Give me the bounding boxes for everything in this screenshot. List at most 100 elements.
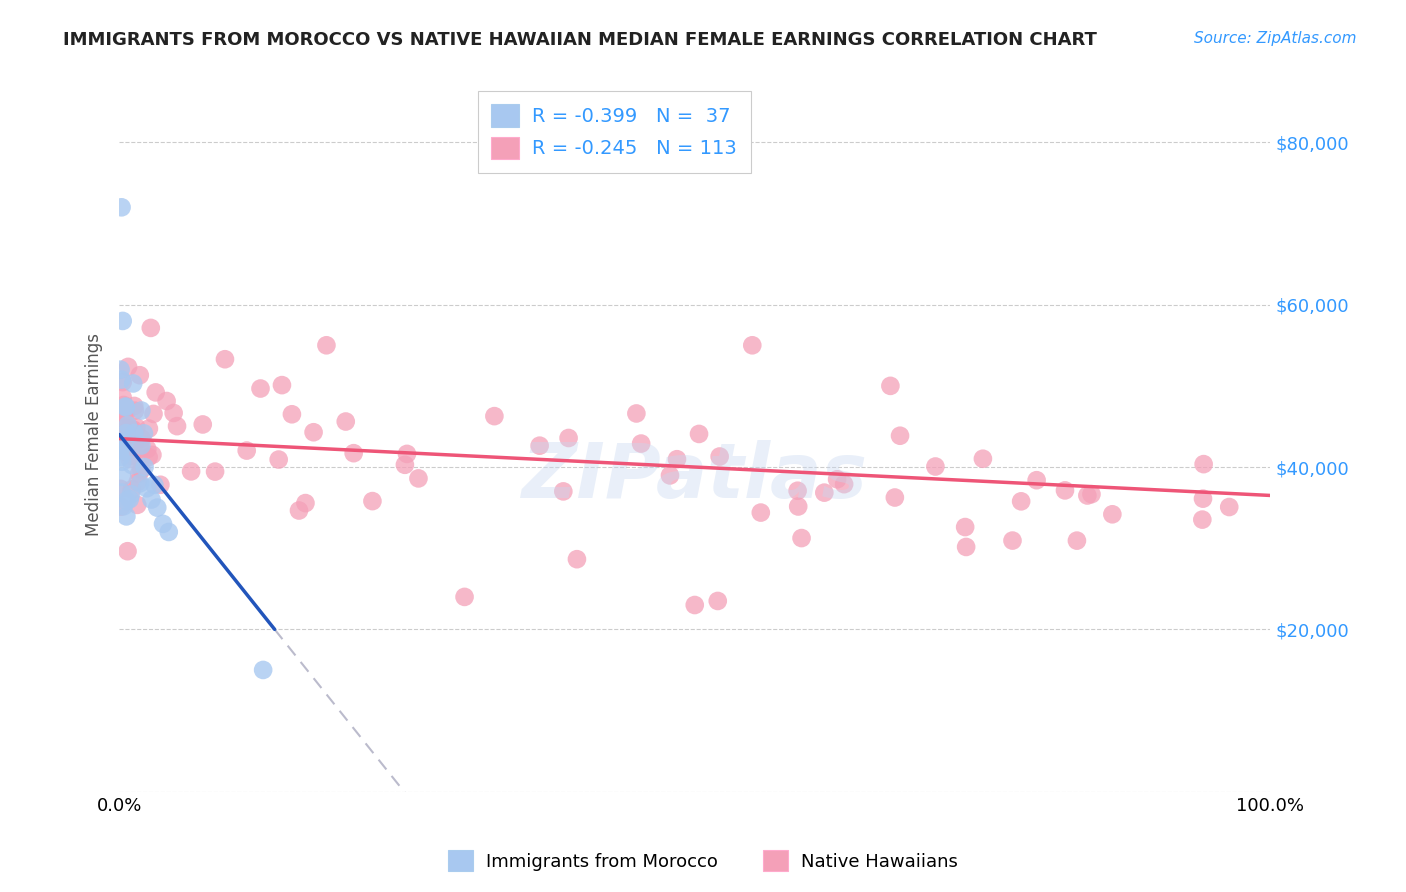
Point bbox=[110, 482, 132, 496]
Point bbox=[688, 426, 710, 441]
Point bbox=[117, 418, 139, 433]
Point bbox=[141, 492, 163, 507]
Point bbox=[166, 419, 188, 434]
Point bbox=[120, 423, 142, 437]
Point bbox=[131, 438, 153, 452]
Point bbox=[110, 434, 132, 449]
Point bbox=[813, 485, 835, 500]
Point bbox=[110, 418, 132, 433]
Point bbox=[129, 442, 152, 456]
Point bbox=[110, 200, 132, 214]
Point bbox=[1080, 487, 1102, 501]
Point bbox=[110, 450, 132, 465]
Point bbox=[120, 487, 142, 501]
Point bbox=[122, 437, 145, 451]
Point bbox=[118, 492, 141, 507]
Point bbox=[110, 442, 132, 457]
Point bbox=[749, 506, 772, 520]
Point bbox=[953, 520, 976, 534]
Point bbox=[118, 437, 141, 451]
Point bbox=[1066, 533, 1088, 548]
Point bbox=[787, 500, 810, 514]
Point bbox=[114, 434, 136, 449]
Point bbox=[112, 500, 135, 514]
Point bbox=[141, 448, 163, 462]
Point bbox=[741, 338, 763, 352]
Point bbox=[709, 450, 731, 464]
Point bbox=[131, 432, 153, 446]
Point bbox=[114, 444, 136, 458]
Point bbox=[484, 409, 506, 424]
Point bbox=[111, 455, 134, 469]
Point bbox=[191, 417, 214, 432]
Point bbox=[659, 468, 682, 483]
Point bbox=[110, 431, 132, 445]
Legend: Immigrants from Morocco, Native Hawaiians: Immigrants from Morocco, Native Hawaiian… bbox=[441, 843, 965, 879]
Point bbox=[630, 436, 652, 450]
Point bbox=[162, 406, 184, 420]
Point bbox=[361, 494, 384, 508]
Point bbox=[267, 452, 290, 467]
Point bbox=[136, 442, 159, 456]
Point bbox=[879, 379, 901, 393]
Point bbox=[146, 500, 169, 515]
Point bbox=[832, 477, 855, 491]
Point bbox=[156, 394, 179, 409]
Point bbox=[453, 590, 475, 604]
Point bbox=[790, 531, 813, 545]
Point bbox=[626, 407, 648, 421]
Point bbox=[786, 483, 808, 498]
Point bbox=[115, 509, 138, 524]
Point bbox=[235, 443, 257, 458]
Point bbox=[111, 390, 134, 404]
Point bbox=[110, 500, 132, 514]
Point bbox=[114, 408, 136, 422]
Point bbox=[125, 420, 148, 434]
Point bbox=[121, 449, 143, 463]
Point bbox=[131, 462, 153, 476]
Point bbox=[149, 477, 172, 491]
Point bbox=[1192, 491, 1215, 506]
Point bbox=[142, 407, 165, 421]
Point bbox=[343, 446, 366, 460]
Point bbox=[706, 594, 728, 608]
Point bbox=[1010, 494, 1032, 508]
Point bbox=[110, 373, 132, 387]
Point bbox=[122, 399, 145, 413]
Point bbox=[252, 663, 274, 677]
Legend: R = -0.399   N =  37, R = -0.245   N = 113: R = -0.399 N = 37, R = -0.245 N = 113 bbox=[478, 91, 751, 172]
Point bbox=[135, 481, 157, 495]
Point bbox=[115, 437, 138, 451]
Point bbox=[117, 359, 139, 374]
Point bbox=[1101, 508, 1123, 522]
Point bbox=[889, 428, 911, 442]
Point bbox=[214, 352, 236, 367]
Point bbox=[110, 442, 132, 456]
Point bbox=[924, 459, 946, 474]
Point bbox=[271, 378, 294, 392]
Point bbox=[112, 398, 135, 412]
Y-axis label: Median Female Earnings: Median Female Earnings bbox=[86, 333, 103, 536]
Point bbox=[127, 498, 149, 512]
Point bbox=[143, 478, 166, 492]
Point bbox=[111, 485, 134, 500]
Point bbox=[114, 406, 136, 420]
Point bbox=[249, 382, 271, 396]
Point bbox=[114, 443, 136, 458]
Point bbox=[132, 426, 155, 441]
Point bbox=[114, 400, 136, 414]
Point bbox=[110, 441, 132, 455]
Point bbox=[122, 425, 145, 440]
Point bbox=[1001, 533, 1024, 548]
Point bbox=[121, 458, 143, 472]
Point bbox=[131, 403, 153, 417]
Point bbox=[145, 385, 167, 400]
Text: Source: ZipAtlas.com: Source: ZipAtlas.com bbox=[1194, 31, 1357, 46]
Point bbox=[115, 493, 138, 508]
Point bbox=[111, 314, 134, 328]
Point bbox=[665, 452, 688, 467]
Point bbox=[121, 434, 143, 448]
Text: IMMIGRANTS FROM MOROCCO VS NATIVE HAWAIIAN MEDIAN FEMALE EARNINGS CORRELATION CH: IMMIGRANTS FROM MOROCCO VS NATIVE HAWAII… bbox=[63, 31, 1097, 49]
Point bbox=[111, 428, 134, 442]
Point bbox=[825, 472, 848, 486]
